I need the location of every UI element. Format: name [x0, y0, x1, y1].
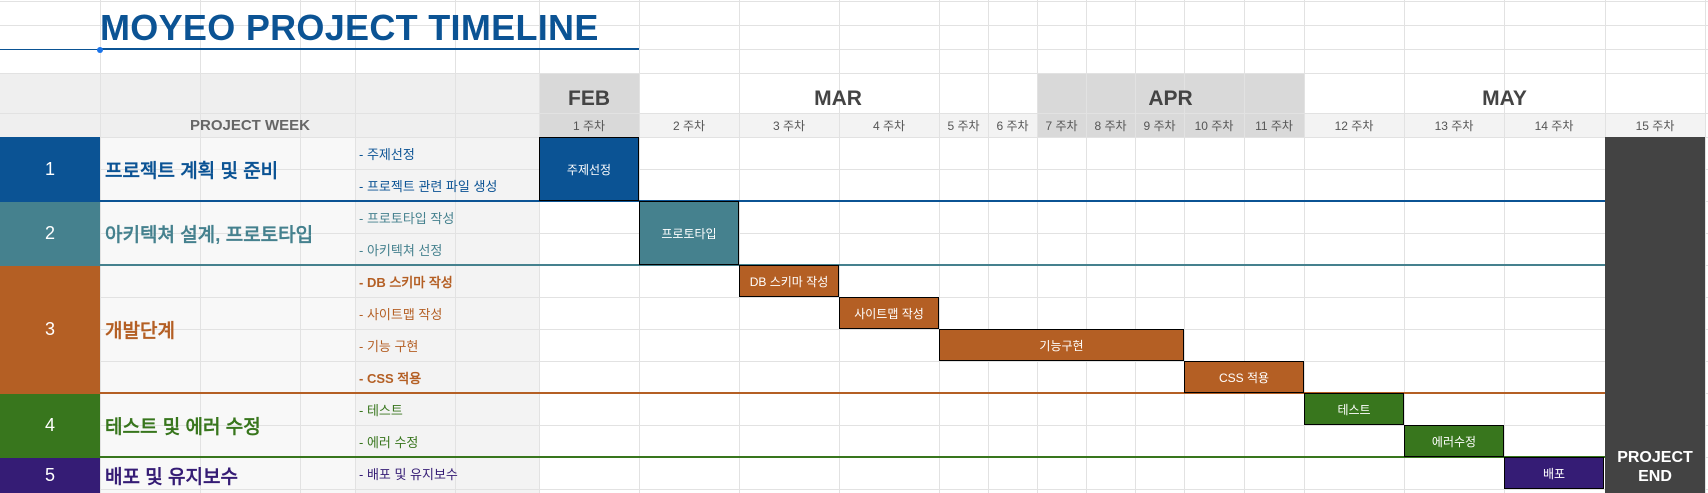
project-end-label: PROJECT END — [1605, 448, 1705, 486]
task-label: - 주제선정 — [359, 146, 415, 162]
grid-line-vertical — [1244, 0, 1245, 493]
month-mar: MAR — [814, 86, 862, 110]
title-underline — [100, 48, 639, 50]
grid-line-vertical — [1304, 0, 1305, 493]
week-label: 2 주차 — [672, 118, 706, 133]
phase-number: 2 — [0, 201, 100, 265]
week-label: 9 주차 — [1143, 118, 1176, 133]
phase-separator — [0, 392, 1605, 394]
week-label: 13 주차 — [1434, 118, 1474, 133]
week-label: 3 주차 — [772, 118, 806, 133]
page-title: MOYEO PROJECT TIMELINE — [100, 7, 599, 48]
phase-name: 아키텍쳐 설계, 프로토타입 — [105, 224, 314, 246]
grid-line-vertical — [300, 0, 301, 493]
grid-line-vertical — [1404, 0, 1405, 493]
grid-line-vertical — [839, 0, 840, 493]
grid-line-horizontal — [0, 361, 1708, 362]
task-column-bg — [355, 137, 539, 493]
task-label: - 프로젝트 관련 파일 생성 — [359, 178, 498, 194]
project-end-column — [1605, 137, 1705, 493]
grid-line-vertical — [200, 0, 201, 493]
grid-line-horizontal — [0, 25, 1708, 26]
grid-line-horizontal — [0, 73, 1708, 74]
week-label: 11 주차 — [1255, 118, 1293, 133]
month-may: MAY — [1482, 86, 1527, 110]
grid-line-vertical — [1135, 0, 1136, 493]
phase-number: 1 — [0, 137, 100, 201]
timeline-bar[interactable]: 에러수정 — [1404, 425, 1504, 457]
header-band-left — [0, 73, 539, 137]
week-label: 1 주차 — [572, 118, 606, 133]
week-label: 5 주차 — [947, 118, 980, 133]
grid-line-vertical — [939, 0, 940, 493]
week-label: 4 주차 — [872, 118, 906, 133]
project-week-label: PROJECT WEEK — [189, 116, 310, 134]
grid-line-vertical — [1037, 0, 1038, 493]
task-label: - 프로토타입 작성 — [359, 210, 455, 226]
phase-separator — [0, 456, 1605, 458]
timeline-bar[interactable]: CSS 적용 — [1184, 361, 1304, 393]
phase-name: 배포 및 유지보수 — [105, 466, 238, 488]
grid-line-horizontal — [0, 169, 1708, 170]
phase-name: 프로젝트 계획 및 준비 — [105, 160, 279, 182]
grid-line-horizontal — [0, 113, 1708, 114]
week-label: 7 주차 — [1045, 118, 1078, 133]
phase-number: 4 — [0, 393, 100, 457]
grid-line-vertical — [1184, 0, 1185, 493]
task-label: - 아키텍쳐 선정 — [359, 242, 443, 258]
week-label: 8 주차 — [1094, 118, 1127, 133]
grid-line-vertical — [739, 0, 740, 493]
grid-line-horizontal — [0, 329, 1708, 330]
task-label: - 테스트 — [359, 402, 403, 418]
week-label: 15 주차 — [1635, 118, 1675, 133]
project-end-line: END — [1638, 468, 1672, 485]
grid-line-horizontal — [0, 489, 1708, 490]
task-label: - CSS 적용 — [359, 370, 422, 386]
grid-line-vertical — [1705, 0, 1706, 493]
timeline-bar[interactable]: 프로토타입 — [639, 201, 739, 265]
grid-line-vertical — [539, 0, 540, 493]
month-feb: FEB — [568, 86, 610, 110]
grid-line-vertical — [100, 0, 101, 493]
timeline-bar[interactable]: 주제선정 — [539, 137, 639, 201]
grid-line-vertical — [455, 0, 456, 493]
grid-line-vertical — [355, 0, 356, 493]
phase-name: 테스트 및 에러 수정 — [105, 416, 261, 438]
grid-line-vertical — [1504, 0, 1505, 493]
selection-border — [0, 49, 100, 50]
month-apr: APR — [1148, 86, 1193, 110]
timeline-bar[interactable]: 사이트맵 작성 — [839, 297, 939, 329]
week-label: 12 주차 — [1334, 118, 1374, 133]
grid-line-vertical — [988, 0, 989, 493]
phase-name: 개발단계 — [105, 320, 175, 342]
week-label: 10 주차 — [1194, 118, 1234, 133]
task-label: - 기능 구현 — [359, 338, 419, 354]
selection-handle[interactable] — [97, 47, 103, 53]
grid-line-horizontal — [0, 233, 1708, 234]
phase-separator — [0, 200, 1605, 202]
week-label: 14 주차 — [1534, 118, 1574, 133]
month-shade-feb — [539, 73, 639, 137]
task-label: - DB 스키마 작성 — [359, 274, 453, 290]
grid-line-horizontal — [0, 1, 1708, 2]
phase-number: 5 — [0, 457, 100, 493]
project-end-line: PROJECT — [1617, 449, 1693, 466]
timeline-bar[interactable]: 기능구현 — [939, 329, 1184, 361]
phase-name-bg — [100, 137, 355, 493]
timeline-bar[interactable]: 배포 — [1504, 457, 1604, 489]
week-label: 6 주차 — [996, 118, 1029, 133]
timeline-bar[interactable]: 테스트 — [1304, 393, 1404, 425]
task-label: - 에러 수정 — [359, 434, 419, 450]
week-row-shade-mar — [639, 113, 1037, 137]
grid-line-vertical — [1086, 0, 1087, 493]
timeline-bar[interactable]: DB 스키마 작성 — [739, 265, 839, 297]
month-shade-apr — [1037, 73, 1304, 137]
grid-line-horizontal — [0, 425, 1708, 426]
phase-number: 3 — [0, 265, 100, 393]
task-label: - 사이트맵 작성 — [359, 306, 443, 322]
task-label: - 배포 및 유지보수 — [359, 466, 458, 482]
grid-line-horizontal — [0, 137, 1708, 138]
grid-line-horizontal — [0, 49, 1708, 50]
